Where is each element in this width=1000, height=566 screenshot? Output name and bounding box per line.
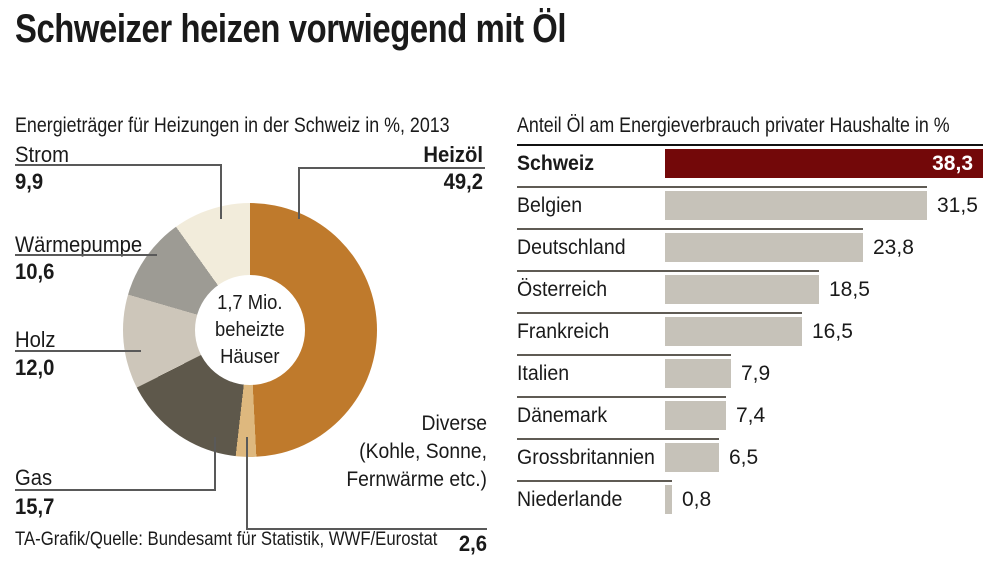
bar [665,233,863,262]
callout-value-heizoel: 49,2 [443,169,483,194]
donut-chart: 1,7 Mio. beheizte Häuser [123,203,377,457]
leader-line-gas-v [214,437,216,491]
callout-label-gas: Gas [15,465,53,490]
bar [665,317,802,346]
leader-line-strom-v [220,164,222,219]
leader-line-waermepumpe-h [15,254,157,256]
bar-row-label: Deutschland [517,236,626,259]
callout-label-strom: Strom [15,142,69,167]
row-separator-line [517,354,731,356]
leader-line-gas-h [15,489,216,491]
bar [665,443,719,472]
bar-row: Belgien 31,5 [517,186,983,228]
leader-line-holz-h [15,350,141,352]
bar [665,485,672,514]
bar-row-label: Niederlande [517,488,623,511]
donut-center-annotation: 1,7 Mio. beheizte Häuser [215,290,285,371]
bar [665,401,726,430]
bar-value: 7,4 [736,404,766,427]
bar-row-label: Österreich [517,278,608,301]
callout-label-holz: Holz [15,327,56,352]
callout-value-holz: 12,0 [15,355,55,380]
bar-value: 38,3 [932,152,973,175]
callout-label-diverse-line1: Diverse [421,412,487,435]
bar-value: 6,5 [729,446,759,469]
donut-center-line3: Häuser [220,345,280,368]
leader-line-heizoel-v [298,167,300,219]
callout-label-waermepumpe: Wärmepumpe [15,232,143,257]
bar-row: Österreich 18,5 [517,270,983,312]
bar [665,359,731,388]
page-title: Schweizer heizen vorwiegend mit Öl [15,7,567,51]
callout-label-diverse-line2: (Kohle, Sonne, [359,440,487,463]
bar-row-label: Frankreich [517,320,610,343]
bar [665,275,819,304]
leader-line-diverse-v [246,437,248,528]
bar-row: Schweiz 38,3 [517,144,983,186]
bar-value: 31,5 [937,194,978,217]
donut-center-line1: 1,7 Mio. [217,291,283,314]
callout-value-strom: 9,9 [15,169,44,194]
source-credit: TA-Grafik/Quelle: Bundesamt für Statisti… [15,529,438,550]
bar-row-label: Grossbritannien [517,446,655,469]
bar-row: Frankreich 16,5 [517,312,983,354]
bar-value: 0,8 [682,488,712,511]
oil-bar-chart: Schweiz 38,3 Belgien 31,5 Deutschland 23,8 Öst… [517,144,983,524]
bar [665,191,927,220]
bar [665,149,983,178]
bar-value: 18,5 [829,278,870,301]
row-separator-line [517,186,927,188]
bar-row: Grossbritannien 6,5 [517,438,983,480]
leader-line-heizoel-h [298,167,485,169]
bar-row: Niederlande 0,8 [517,480,983,522]
row-separator-line [517,480,672,482]
donut-chart-subtitle: Energieträger für Heizungen in der Schwe… [15,114,450,137]
callout-value-waermepumpe: 10,6 [15,259,55,284]
bar-row-label: Italien [517,362,570,385]
donut-center: 1,7 Mio. beheizte Häuser [195,275,305,385]
bar-row-label: Schweiz [517,152,595,175]
bar-value: 7,9 [741,362,771,385]
bar-chart-subtitle: Anteil Öl am Energieverbrauch privater H… [517,114,950,137]
row-separator-line [517,396,726,398]
row-separator-line [517,312,802,314]
callout-label-heizoel: Heizöl [423,142,483,167]
row-separator-line [517,144,983,146]
bar-value: 16,5 [812,320,853,343]
row-separator-line [517,228,863,230]
callout-value-gas: 15,7 [15,494,55,519]
callout-label-diverse-line3: Fernwärme etc.) [346,468,487,491]
bar-row-label: Dänemark [517,404,608,427]
donut-center-line2: beheizte [215,318,285,341]
row-separator-line [517,270,819,272]
leader-line-strom-h [15,164,222,166]
leader-line-diverse-h [246,528,487,530]
bar-row: Deutschland 23,8 [517,228,983,270]
bar-row: Italien 7,9 [517,354,983,396]
row-separator-line [517,438,719,440]
bar-value: 23,8 [873,236,914,259]
callout-value-diverse: 2,6 [458,531,487,556]
bar-row: Dänemark 7,4 [517,396,983,438]
callout-label-diverse: Diverse (Kohle, Sonne, Fernwärme etc.) [269,410,487,494]
bar-row-label: Belgien [517,194,583,217]
